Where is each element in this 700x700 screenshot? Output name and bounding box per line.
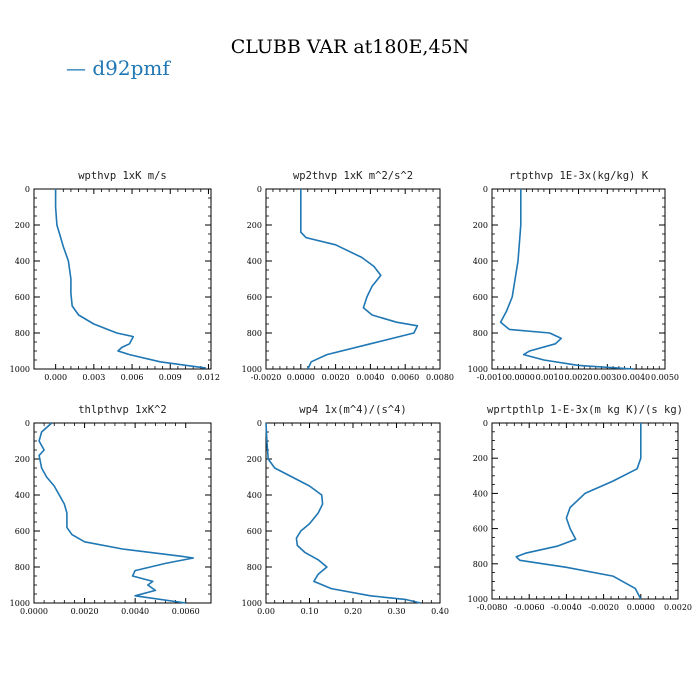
plot-frame <box>33 422 212 604</box>
y-tick-label: 1000 <box>10 599 30 608</box>
x-tick-label: 0.0030 <box>593 373 621 382</box>
figure-title: CLUBB VAR at180E,45N <box>230 36 470 58</box>
series-line <box>265 422 421 604</box>
x-tick-label: 0.0020 <box>664 603 692 612</box>
x-tick-label: -0.0010 <box>477 373 508 382</box>
plot-frame <box>265 188 441 370</box>
y-tick-label: 600 <box>473 293 488 302</box>
y-tick-label: 200 <box>247 455 262 464</box>
x-tick-label: 0.0010 <box>536 373 564 382</box>
plot-frame <box>33 188 212 370</box>
series-line <box>515 423 642 600</box>
panel-1: wp2thvp 1xK m^2/s^2 -0.0020 0.0000 0.0020 0.… <box>242 170 454 382</box>
x-tick-label: 0.0000 <box>627 603 655 612</box>
panel-0: wpthvp 1xK m/s 0.000 0.003 0.006 0.009 0.012 0… <box>10 170 220 382</box>
panel-title: rtpthvp 1E-3x(kg/kg) K <box>509 170 649 182</box>
x-tick-label: 0.0020 <box>71 607 99 616</box>
x-tick-label: 0.0040 <box>622 373 650 382</box>
x-tick-label: 0.0040 <box>356 373 384 382</box>
y-tick-label: 1000 <box>468 365 488 374</box>
x-tick-label: 0.0060 <box>172 607 200 616</box>
x-tick-label: 0.0080 <box>426 373 454 382</box>
x-tick-label: 0.0040 <box>121 607 149 616</box>
x-tick-label: 0.000 <box>44 373 67 382</box>
panel-title: wpthvp 1xK m/s <box>78 170 167 182</box>
panel-title: thlpthvp 1xK^2 <box>78 404 167 416</box>
panel-title: wp2thvp 1xK m^2/s^2 <box>293 170 413 182</box>
y-tick-label: 0 <box>483 185 488 194</box>
x-tick-label: 0.0020 <box>322 373 350 382</box>
y-tick-label: 1000 <box>468 595 488 604</box>
panel-title: wp4 1x(m^4)/(s^4) <box>299 404 406 416</box>
panel-5: wprtpthlp 1-E-3x(m kg K)/(s kg) -0.0080 -0… <box>468 404 692 612</box>
y-tick-label: 400 <box>15 491 30 500</box>
y-tick-label: 400 <box>15 257 30 266</box>
series-line <box>499 189 634 370</box>
y-tick-label: 200 <box>15 455 30 464</box>
y-tick-label: 400 <box>247 491 262 500</box>
x-tick-label: 0.003 <box>82 373 105 382</box>
y-tick-label: 400 <box>247 257 262 266</box>
legend-entry: — d92pmf <box>66 56 170 80</box>
y-tick-label: 200 <box>473 454 488 463</box>
y-tick-label: 0 <box>25 419 30 428</box>
y-tick-label: 600 <box>15 293 30 302</box>
y-tick-label: 600 <box>473 525 488 534</box>
y-tick-label: 800 <box>473 329 488 338</box>
series-line <box>38 422 195 604</box>
panel-2: rtpthvp 1E-3x(kg/kg) K -0.0010 0.0000 0.001… <box>468 170 679 382</box>
x-tick-label: -0.0020 <box>588 603 619 612</box>
series-line <box>299 189 419 370</box>
y-tick-label: 600 <box>247 293 262 302</box>
y-tick-label: 800 <box>473 560 488 569</box>
x-tick-label: -0.0060 <box>514 603 545 612</box>
y-tick-label: 200 <box>473 221 488 230</box>
x-tick-label: 0.10 <box>301 607 319 616</box>
x-tick-label: 0.00 <box>257 607 275 616</box>
y-tick-label: 0 <box>483 419 488 428</box>
y-tick-label: 200 <box>247 221 262 230</box>
plot-frame <box>491 422 679 600</box>
x-tick-label: 0.30 <box>388 607 406 616</box>
x-tick-label: 0.0000 <box>287 373 315 382</box>
x-tick-label: 0.006 <box>121 373 144 382</box>
y-tick-label: 800 <box>15 563 30 572</box>
y-tick-label: 0 <box>257 185 262 194</box>
y-tick-label: 800 <box>247 563 262 572</box>
x-tick-label: 0.0000 <box>507 373 535 382</box>
panel-4: wp4 1x(m^4)/(s^4) 0.00 0.10 0.20 0.30 0.40 0 20… <box>242 404 449 616</box>
x-tick-label: 0.0020 <box>565 373 593 382</box>
panel-title: wprtpthlp 1-E-3x(m kg K)/(s kg) <box>487 404 683 416</box>
x-tick-label: -0.0040 <box>551 603 582 612</box>
x-tick-label: 0.20 <box>344 607 362 616</box>
x-tick-label: -0.0020 <box>251 373 282 382</box>
y-tick-label: 1000 <box>10 365 30 374</box>
x-tick-label: 0.0000 <box>20 607 48 616</box>
x-tick-label: 0.012 <box>197 373 220 382</box>
y-tick-label: 0 <box>257 419 262 428</box>
y-tick-label: 0 <box>25 185 30 194</box>
y-tick-label: 400 <box>473 257 488 266</box>
x-tick-label: 0.009 <box>159 373 182 382</box>
y-tick-label: 1000 <box>242 365 262 374</box>
plot-frame <box>491 188 666 370</box>
series-line <box>54 189 207 369</box>
y-tick-label: 1000 <box>242 599 262 608</box>
x-tick-label: -0.0080 <box>477 603 508 612</box>
panel-3: thlpthvp 1xK^2 0.0000 0.0020 0.0040 0.0060 0 2… <box>10 404 212 616</box>
y-tick-label: 400 <box>473 489 488 498</box>
plot-frame <box>265 422 441 604</box>
x-tick-label: 0.0050 <box>651 373 679 382</box>
y-tick-label: 200 <box>15 221 30 230</box>
y-tick-label: 600 <box>247 527 262 536</box>
x-tick-label: 0.0060 <box>391 373 419 382</box>
x-tick-label: 0.40 <box>431 607 449 616</box>
y-tick-label: 600 <box>15 527 30 536</box>
y-tick-label: 800 <box>247 329 262 338</box>
y-tick-label: 800 <box>15 329 30 338</box>
